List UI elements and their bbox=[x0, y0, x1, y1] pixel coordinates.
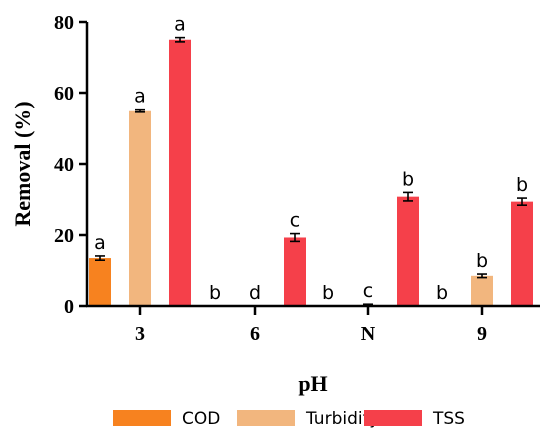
bar-tss-3 bbox=[169, 39, 191, 306]
y-axis-title: Removal (%) bbox=[10, 101, 35, 226]
significance-letters-layer: a b b b a d c b a c b b bbox=[94, 14, 528, 304]
legend-item-turbidity: Turbidity bbox=[237, 409, 379, 429]
error-bar-tss-9 bbox=[517, 197, 527, 206]
legend-item-cod: COD bbox=[113, 409, 220, 429]
sig-letter-cod-N: b bbox=[322, 282, 334, 304]
legend-label-turbidity: Turbidity bbox=[305, 409, 379, 429]
legend-swatch-cod bbox=[113, 410, 171, 426]
sig-letter-cod-3: a bbox=[94, 232, 106, 254]
bar-tss-9 bbox=[511, 201, 533, 306]
error-bar-tss-3 bbox=[175, 36, 185, 43]
sig-letter-turbidity-6: d bbox=[249, 282, 261, 304]
bar-turbidity-9 bbox=[471, 275, 493, 306]
y-tick-label: 60 bbox=[54, 83, 74, 105]
y-tick-label: 80 bbox=[54, 12, 74, 34]
sig-letter-cod-6: b bbox=[209, 282, 221, 304]
legend-swatch-turbidity bbox=[237, 410, 295, 426]
x-tick-label-N: N bbox=[361, 323, 376, 345]
bars-layer bbox=[89, 39, 533, 306]
x-tick-label-6: 6 bbox=[250, 323, 260, 345]
y-tick-label: 0 bbox=[64, 296, 74, 318]
sig-letter-tss-N: b bbox=[402, 168, 414, 190]
bar-tss-N bbox=[397, 196, 419, 306]
error-bar-cod-3 bbox=[95, 255, 105, 262]
y-tick-label: 40 bbox=[54, 154, 74, 176]
legend-item-tss: TSS bbox=[364, 409, 465, 429]
legend-label-cod: COD bbox=[182, 409, 220, 429]
sig-letter-tss-3: a bbox=[174, 14, 186, 36]
x-tick-label-3: 3 bbox=[135, 323, 145, 345]
legend-swatch-tss bbox=[364, 410, 422, 426]
error-bar-turbidity-9 bbox=[477, 273, 487, 279]
sig-letter-turbidity-9: b bbox=[476, 250, 488, 272]
sig-letter-turbidity-3: a bbox=[134, 86, 146, 108]
legend-label-tss: TSS bbox=[432, 409, 465, 429]
y-tick-label: 20 bbox=[54, 225, 74, 247]
axes bbox=[85, 22, 540, 308]
error-bar-tss-6 bbox=[290, 232, 300, 243]
error-bar-turbidity-3 bbox=[135, 108, 145, 113]
bar-tss-6 bbox=[284, 237, 306, 306]
sig-letter-turbidity-N: c bbox=[363, 280, 373, 302]
legend: COD Turbidity TSS bbox=[113, 409, 465, 429]
x-axis-title: pH bbox=[298, 371, 327, 396]
sig-letter-tss-9: b bbox=[516, 174, 528, 196]
bar-turbidity-3 bbox=[129, 110, 151, 306]
error-bar-tss-N bbox=[403, 191, 413, 202]
x-tick-label-9: 9 bbox=[477, 323, 487, 345]
sig-letter-cod-9: b bbox=[436, 282, 448, 304]
sig-letter-tss-6: c bbox=[290, 210, 300, 232]
bar-cod-3 bbox=[89, 258, 111, 306]
x-axis-ticks: 3 6 N 9 bbox=[135, 306, 487, 345]
y-axis-ticks: 0 20 40 60 80 bbox=[54, 12, 87, 318]
error-bars-layer bbox=[95, 36, 527, 307]
